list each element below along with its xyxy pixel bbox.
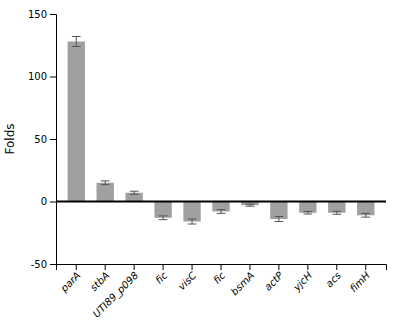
y-tick-label: 150 <box>28 9 47 20</box>
x-tick-mark <box>105 264 106 270</box>
error-bar <box>246 204 255 206</box>
x-tick-label: visC <box>176 270 199 293</box>
x-tick-label: fimH <box>348 269 373 294</box>
y-tick: 50 <box>34 134 56 145</box>
x-tick-mark <box>278 264 279 270</box>
y-tick-mark <box>50 14 56 15</box>
zero-line <box>56 201 386 203</box>
error-bar <box>188 219 197 224</box>
y-tick-label: 50 <box>34 134 47 145</box>
y-tick: 150 <box>28 9 56 20</box>
x-tick-mark <box>76 264 77 270</box>
x-tick-mark <box>249 264 250 270</box>
x-tick: yjcH <box>290 264 314 293</box>
chart-container: -50 0 50 100 150 parAstbAUTI89_p098 ficvisC fic… <box>0 0 400 336</box>
y-tick-label: -50 <box>31 259 47 270</box>
y-tick: 100 <box>28 71 56 82</box>
y-axis-line <box>50 15 57 265</box>
x-tick-label: yjcH <box>290 269 314 293</box>
bar <box>97 183 114 202</box>
y-axis-title: Folds <box>3 123 17 154</box>
x-tick: actP <box>262 264 286 293</box>
error-bar <box>101 181 110 185</box>
error-bar <box>130 191 139 194</box>
x-tick: UTI89_p098 <box>91 264 142 320</box>
error-bar <box>304 212 313 215</box>
x-tick-label: actP <box>262 269 286 293</box>
bar <box>68 42 85 202</box>
plot-area: -50 0 50 100 150 parAstbAUTI89_p098 ficvisC fic… <box>3 9 387 321</box>
x-tick-mark <box>192 264 193 270</box>
y-tick-mark <box>50 139 56 140</box>
x-axis: parAstbAUTI89_p098ficvisCficbsmAactPyjcH… <box>57 264 387 320</box>
y-tick-mark <box>50 202 56 203</box>
x-tick-label: UTI89_p098 <box>91 270 142 321</box>
x-tick: fimH <box>348 264 373 294</box>
y-axis: -50 0 50 100 150 <box>28 9 57 270</box>
y-tick-mark <box>50 77 56 78</box>
x-axis-line <box>57 265 387 271</box>
x-tick-label: bsmA <box>229 270 257 298</box>
x-tick-label: stbA <box>88 270 112 294</box>
error-bar <box>159 216 168 220</box>
x-tick-mark <box>221 264 222 270</box>
y-tick: -50 <box>31 259 56 270</box>
y-tick-mark <box>50 264 56 265</box>
x-tick: stbA <box>88 264 112 293</box>
x-tick: parA <box>58 264 83 295</box>
x-tick-label: parA <box>58 270 83 295</box>
x-tick-mark <box>365 264 366 270</box>
error-bar <box>72 37 81 47</box>
x-tick-label: fic <box>153 269 170 286</box>
x-tick: acs <box>323 264 343 289</box>
x-tick-label: acs <box>323 270 343 290</box>
x-tick-label: fic <box>211 269 228 286</box>
x-tick: fic <box>211 264 228 286</box>
chart-svg: -50 0 50 100 150 parAstbAUTI89_p098 ficvisC fic… <box>0 0 400 336</box>
marks <box>56 37 386 225</box>
error-bar <box>217 210 226 214</box>
y-tick-label: 100 <box>28 71 47 82</box>
x-tick-mark <box>307 264 308 270</box>
x-tick-mark <box>163 264 164 270</box>
x-tick-mark <box>336 264 337 270</box>
x-tick: bsmA <box>229 264 257 297</box>
x-tick: fic <box>153 264 170 286</box>
x-tick-mark <box>134 264 135 270</box>
error-bar <box>361 213 370 217</box>
bar <box>154 202 171 218</box>
y-tick-label: 0 <box>41 196 47 207</box>
error-bar <box>275 217 284 222</box>
error-bar <box>332 211 341 214</box>
y-tick: 0 <box>41 196 56 207</box>
x-tick: visC <box>176 264 199 292</box>
